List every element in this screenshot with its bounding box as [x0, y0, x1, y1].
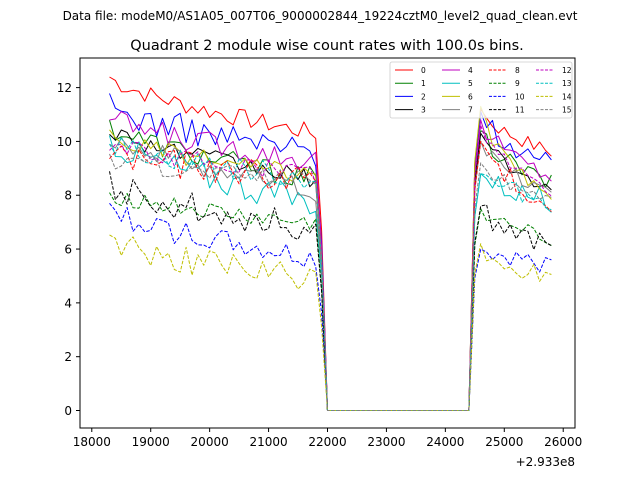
legend-label: 15 — [562, 106, 572, 115]
chart-title: Quadrant 2 module wise count rates with … — [130, 38, 524, 54]
y-tick-label: 4 — [64, 296, 72, 310]
x-tick-label: 22000 — [308, 435, 346, 449]
x-tick-label: 19000 — [132, 435, 170, 449]
legend-box — [389, 61, 573, 119]
series-line-14 — [109, 234, 552, 411]
y-axis: 0 2 4 6 8 10 12 — [57, 81, 80, 418]
x-tick-label: 23000 — [367, 435, 405, 449]
legend-label: 0 — [421, 66, 426, 75]
legend-label: 14 — [562, 92, 572, 101]
legend-label: 1 — [421, 79, 426, 88]
series-line-5 — [109, 135, 552, 411]
y-tick-label: 8 — [64, 189, 72, 203]
legend-label: 8 — [515, 66, 520, 75]
series-line-0 — [109, 76, 552, 411]
y-tick-label: 0 — [64, 404, 72, 418]
series-line-7 — [109, 137, 552, 411]
x-tick-label: 21000 — [249, 435, 287, 449]
legend-label: 12 — [562, 66, 572, 75]
legend-label: 2 — [421, 92, 426, 101]
y-tick-label: 10 — [57, 135, 72, 149]
chart-suptitle: Data file: modeM0/AS1A05_007T06_90000028… — [63, 9, 578, 23]
x-tick-label: 26000 — [544, 435, 582, 449]
legend-label: 4 — [468, 66, 473, 75]
x-tick-label: 20000 — [191, 435, 229, 449]
series-line-2 — [109, 93, 552, 411]
legend-label: 9 — [515, 79, 520, 88]
series-line-8 — [109, 140, 552, 411]
x-axis: 18000 19000 20000 21000 22000 23000 24000 25000… — [73, 428, 582, 449]
series-line-11 — [109, 171, 552, 411]
series-line-10 — [109, 202, 552, 411]
series-lines — [109, 76, 552, 411]
series-line-9 — [109, 192, 552, 411]
x-offset-label: +2.933e8 — [516, 455, 575, 469]
legend-label: 5 — [468, 79, 473, 88]
y-tick-label: 2 — [64, 350, 72, 364]
legend-label: 6 — [468, 92, 473, 101]
series-line-12 — [109, 124, 552, 411]
series-line-15 — [109, 153, 552, 411]
legend-label: 11 — [515, 106, 525, 115]
legend-label: 7 — [468, 106, 473, 115]
y-tick-label: 12 — [57, 81, 72, 95]
x-tick-label: 18000 — [73, 435, 111, 449]
legend-label: 10 — [515, 92, 525, 101]
x-tick-label: 25000 — [485, 435, 523, 449]
x-tick-label: 24000 — [426, 435, 464, 449]
legend-label: 3 — [421, 106, 426, 115]
legend-label: 13 — [562, 79, 572, 88]
y-tick-label: 6 — [64, 243, 72, 257]
